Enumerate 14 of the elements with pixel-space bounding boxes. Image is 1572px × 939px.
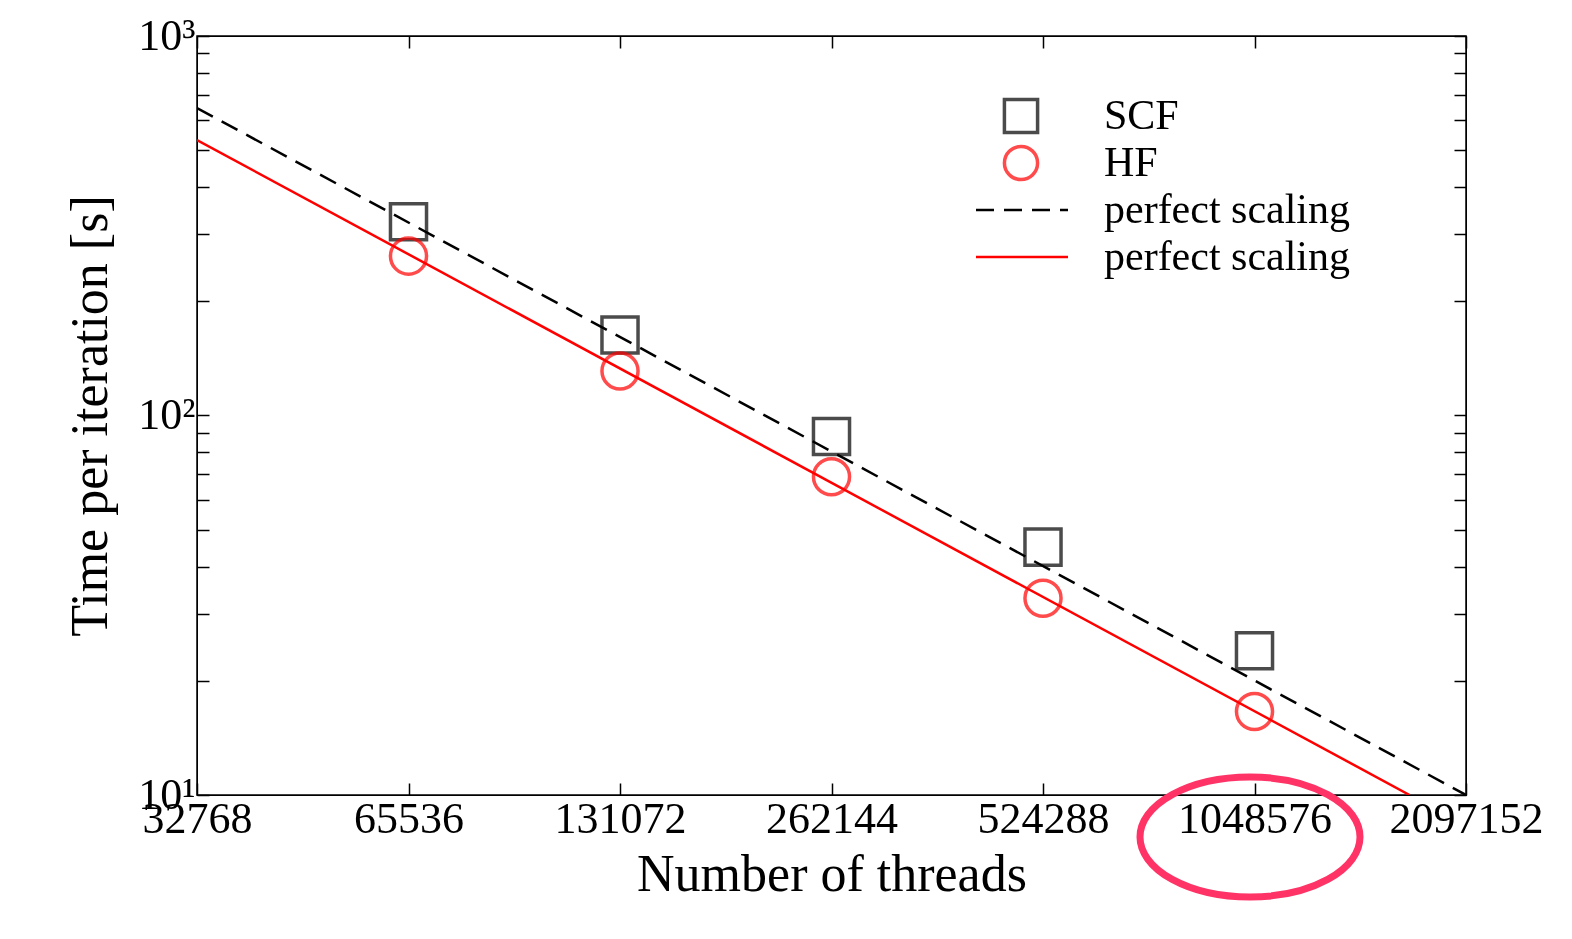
x-tick-label: 131072 — [554, 793, 687, 843]
x-tick-label: 262144 — [766, 793, 898, 843]
x-tick-label: 65536 — [354, 793, 464, 843]
y-tick-label: 10³ — [138, 10, 196, 60]
legend-label: perfect scaling — [1104, 186, 1351, 232]
legend-label: perfect scaling — [1104, 233, 1351, 279]
x-axis-title: Number of threads — [637, 844, 1027, 902]
x-tick-label: 1048576 — [1178, 793, 1332, 843]
x-tick-label: 2097152 — [1389, 793, 1544, 843]
legend-label: HF — [1104, 139, 1158, 185]
legend-label: SCF — [1104, 92, 1179, 138]
y-tick-label: 10² — [138, 390, 196, 439]
y-axis-title: Time per iteration [s] — [61, 195, 119, 637]
x-tick-label: 524288 — [977, 793, 1110, 843]
